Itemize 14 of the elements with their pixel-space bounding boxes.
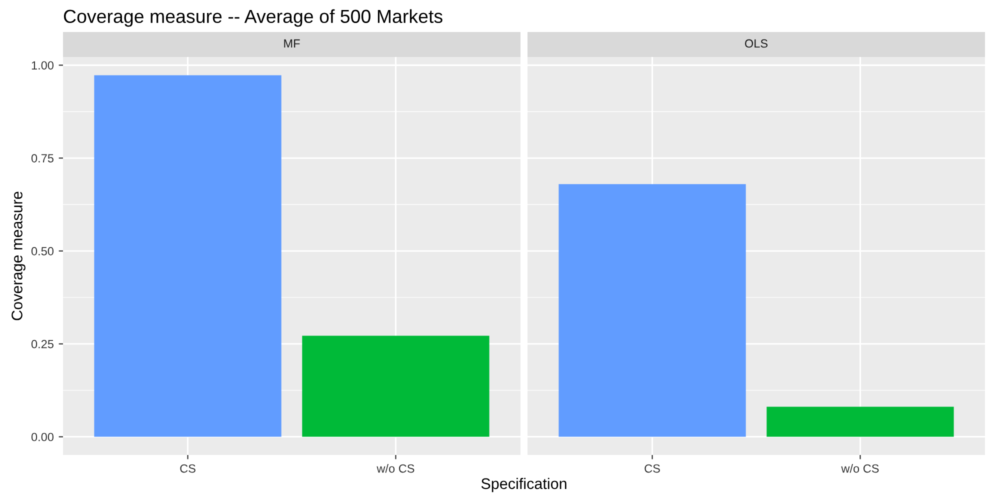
chart-subtitle: MF (284, 39, 300, 48)
chart-title: Coverage measure -- Average of 500 Markets (64, 9, 442, 27)
y-tick-label: 0.50 (31, 247, 54, 256)
x-tick-label: w/o CS (376, 464, 414, 473)
chart-subtitle: OLS (745, 39, 768, 48)
y-tick-label: 0.75 (31, 154, 54, 162)
x-tick-label: CS (180, 464, 196, 473)
y-tick-label: 1.00 (32, 61, 54, 70)
x-tick-label: CS (644, 464, 660, 473)
y-axis-title: Coverage measure (12, 192, 26, 320)
x-axis-title: Specification (481, 478, 566, 492)
x-tick-label: w/o CS (841, 464, 879, 473)
y-tick-label: 0.25 (31, 340, 54, 348)
y-tick-label: 0.00 (31, 432, 54, 442)
